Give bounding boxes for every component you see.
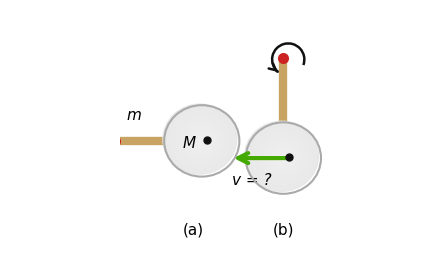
Ellipse shape [256,132,309,182]
Ellipse shape [249,126,314,187]
Ellipse shape [187,127,215,153]
Ellipse shape [272,147,294,168]
Ellipse shape [258,134,306,180]
Ellipse shape [166,107,234,171]
Ellipse shape [282,157,285,159]
Ellipse shape [174,115,227,165]
Ellipse shape [273,148,293,167]
Ellipse shape [278,153,288,163]
Ellipse shape [185,125,217,156]
Ellipse shape [199,138,204,143]
Ellipse shape [245,122,318,191]
Ellipse shape [170,111,230,168]
Ellipse shape [254,131,309,183]
Ellipse shape [248,124,316,189]
Ellipse shape [257,133,307,181]
Ellipse shape [190,130,213,151]
Ellipse shape [179,120,222,160]
Ellipse shape [167,109,233,170]
Ellipse shape [200,140,203,142]
Ellipse shape [246,123,317,190]
Ellipse shape [177,117,224,162]
Ellipse shape [276,151,290,165]
Ellipse shape [270,146,295,169]
Ellipse shape [269,144,297,170]
Ellipse shape [277,152,289,164]
Ellipse shape [265,141,300,174]
Ellipse shape [253,129,311,184]
Ellipse shape [274,149,292,166]
Ellipse shape [252,128,312,185]
Ellipse shape [178,118,223,161]
Ellipse shape [173,113,228,166]
Ellipse shape [198,137,205,144]
Ellipse shape [186,126,216,155]
Text: v = ?: v = ? [232,173,271,188]
Ellipse shape [163,105,236,174]
Ellipse shape [261,137,304,177]
Ellipse shape [183,123,218,157]
Text: M: M [182,136,195,151]
Ellipse shape [197,136,206,145]
Ellipse shape [266,142,299,173]
Ellipse shape [171,112,229,167]
Ellipse shape [194,133,209,148]
Ellipse shape [279,154,287,162]
Ellipse shape [191,131,211,150]
Ellipse shape [244,121,319,192]
Ellipse shape [268,143,297,172]
Ellipse shape [181,121,221,159]
Ellipse shape [281,156,286,160]
Ellipse shape [163,104,238,175]
Ellipse shape [262,138,302,176]
Ellipse shape [195,135,208,146]
Ellipse shape [193,132,210,149]
Ellipse shape [175,116,226,163]
Text: (b): (b) [273,223,294,238]
Ellipse shape [169,110,231,169]
Text: (a): (a) [182,223,204,238]
Ellipse shape [182,122,220,158]
Text: m: m [127,108,142,123]
Ellipse shape [264,139,301,175]
Ellipse shape [189,128,214,152]
Ellipse shape [260,136,305,179]
Ellipse shape [165,106,235,173]
Ellipse shape [250,127,313,186]
